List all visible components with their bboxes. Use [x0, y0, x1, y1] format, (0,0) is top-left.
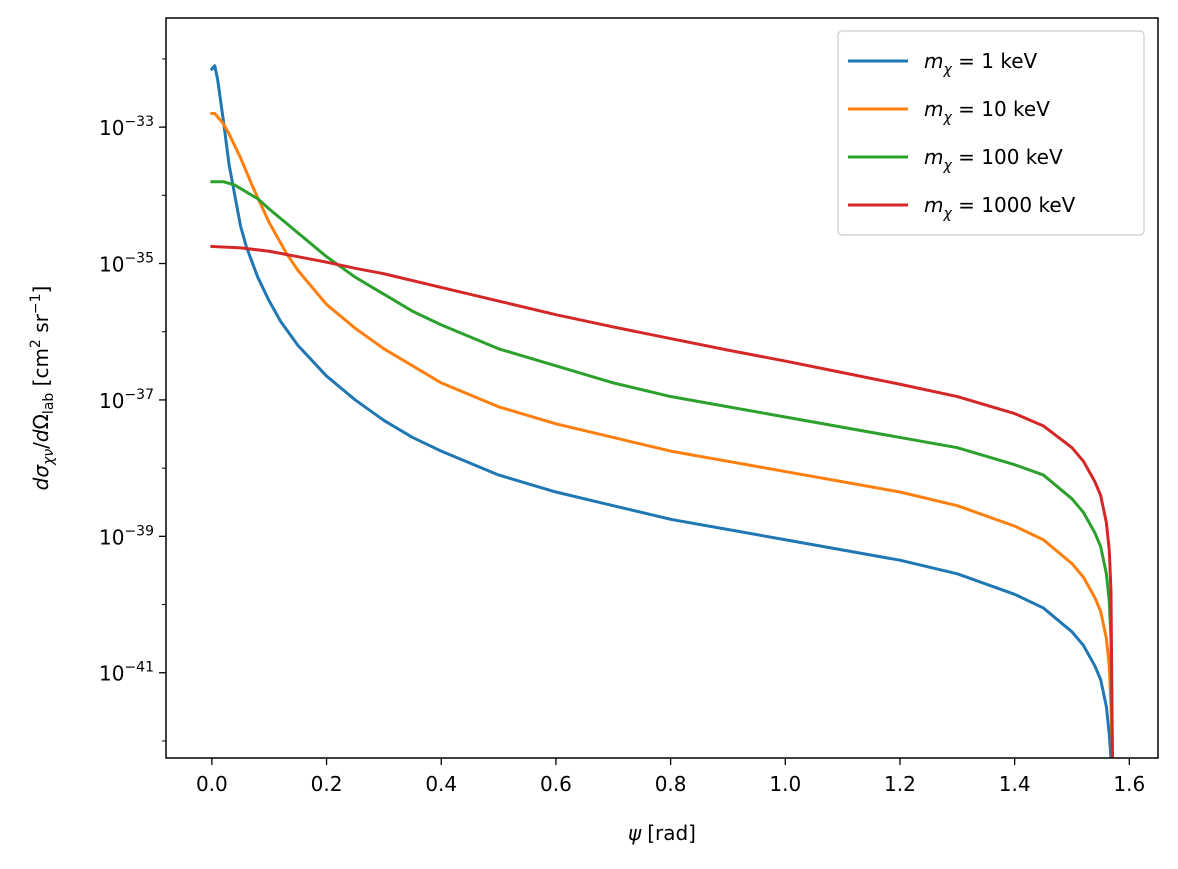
series-line-4	[210, 244, 1114, 758]
legend-label-2: mχ = 10 keV	[924, 97, 1050, 126]
y-tick-label: 10−33	[99, 114, 154, 140]
x-axis-label-symbol: ψ	[628, 821, 642, 845]
x-axis-label-unit: [rad]	[647, 821, 696, 845]
y-axis-ticks: 10−33 10−35 10−37 10−39 10−41	[99, 58, 166, 742]
legend-label-3: mχ = 100 keV	[924, 145, 1063, 174]
plot-frame	[165, 17, 1159, 759]
x-tick-label: 0.6	[540, 772, 572, 796]
y-tick-label: 10−39	[99, 523, 154, 549]
x-tick-label: 1.0	[769, 772, 801, 796]
legend: mχ = 1 keV mχ = 10 keV mχ = 100 keV mχ = 10…	[837, 30, 1145, 236]
legend-label-4: mχ = 1000 keV	[924, 193, 1076, 222]
x-tick-label: 1.6	[1113, 772, 1145, 796]
legend-label-1: mχ = 1 keV	[924, 49, 1038, 78]
y-tick-label: 10−37	[99, 387, 154, 413]
x-tick-label: 0.8	[655, 772, 687, 796]
series-line-2	[210, 111, 1114, 758]
y-axis-label: dσχν/dΩlab [cm2 sr−1]	[28, 286, 57, 491]
y-axis-label-text: dσχν/dΩlab [cm2 sr−1]	[28, 286, 57, 491]
x-tick-label: 0.4	[425, 772, 457, 796]
x-tick-label: 1.4	[999, 772, 1031, 796]
y-tick-label: 10−35	[99, 251, 154, 277]
series-line-1	[209, 64, 1114, 758]
x-tick-label: 1.2	[884, 772, 916, 796]
x-axis-label: ψ [rad]	[628, 821, 696, 845]
x-tick-label: 0.2	[311, 772, 343, 796]
series-layer	[209, 64, 1114, 758]
x-axis-ticks: 0.0 0.2 0.4 0.6 0.8 1.0 1.2 1.4 1.6	[196, 758, 1145, 796]
series-line-3	[210, 180, 1114, 758]
x-tick-label: 0.0	[196, 772, 228, 796]
legend-frame	[837, 30, 1145, 236]
y-tick-label: 10−41	[99, 660, 154, 686]
